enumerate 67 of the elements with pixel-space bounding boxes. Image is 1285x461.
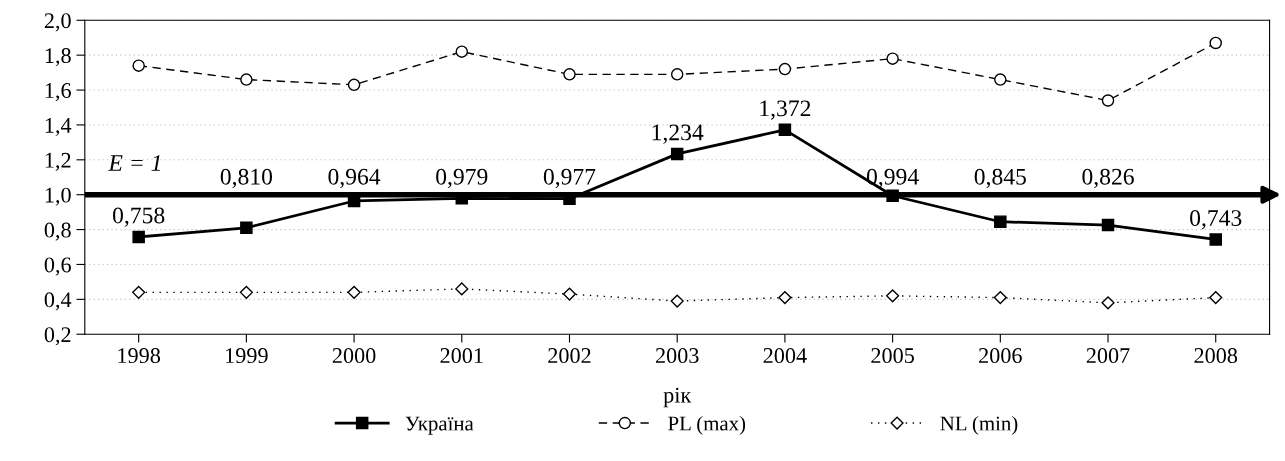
y-tick-label: 2,0 bbox=[44, 13, 71, 32]
data-label: 0,758 bbox=[113, 207, 165, 227]
x-tick-label: 2007 bbox=[1086, 348, 1130, 364]
data-label: 0,826 bbox=[1082, 168, 1134, 189]
data-label: 0,743 bbox=[1190, 210, 1242, 230]
point bbox=[1209, 233, 1222, 246]
data-label: 0,964 bbox=[328, 168, 381, 189]
point bbox=[240, 221, 253, 235]
legend-label: NL (min) bbox=[940, 415, 1018, 435]
point bbox=[347, 78, 361, 92]
point bbox=[670, 68, 684, 81]
point bbox=[347, 285, 361, 299]
y-tick-label: 0,4 bbox=[44, 292, 72, 311]
point bbox=[132, 59, 145, 72]
data-label: 0,994 bbox=[866, 168, 919, 189]
point bbox=[994, 215, 1007, 228]
point bbox=[239, 285, 253, 299]
point bbox=[886, 289, 900, 303]
y-tick-label: 1,8 bbox=[45, 48, 71, 67]
data-label: 0,845 bbox=[974, 168, 1026, 189]
x-tick-label: 1998 bbox=[118, 348, 161, 364]
legend-label: Україна bbox=[405, 416, 474, 435]
legend-label: PL (max) bbox=[668, 415, 746, 435]
x-tick-label: 2000 bbox=[332, 348, 376, 364]
data-label: 0,979 bbox=[436, 168, 488, 189]
ref-line-label: E = 1 bbox=[108, 155, 160, 171]
point bbox=[455, 282, 469, 296]
point bbox=[132, 230, 145, 244]
y-tick-label: 1,6 bbox=[45, 83, 71, 102]
point bbox=[563, 68, 576, 81]
point bbox=[670, 147, 684, 161]
y-tick-label: 0,8 bbox=[44, 222, 71, 241]
point bbox=[1101, 296, 1115, 310]
point bbox=[1209, 36, 1222, 50]
point bbox=[778, 123, 792, 137]
point bbox=[670, 294, 684, 308]
x-axis-title: рік bbox=[663, 387, 692, 408]
point bbox=[240, 73, 253, 86]
y-tick-label: 1,4 bbox=[45, 117, 72, 137]
point bbox=[1101, 94, 1115, 107]
data-label: 0,810 bbox=[220, 168, 273, 189]
point bbox=[455, 45, 469, 58]
data-label: 0,977 bbox=[543, 168, 596, 189]
point bbox=[132, 285, 146, 299]
x-tick-label: 2003 bbox=[655, 348, 699, 364]
point bbox=[994, 73, 1007, 86]
point bbox=[886, 189, 899, 202]
x-tick-label: 2005 bbox=[871, 348, 914, 364]
point bbox=[993, 291, 1007, 305]
point bbox=[778, 291, 792, 305]
point bbox=[1209, 291, 1223, 305]
x-tick-label: 2002 bbox=[548, 348, 591, 364]
point bbox=[886, 52, 899, 65]
y-tick-label: 1,2 bbox=[45, 152, 71, 171]
x-tick-label: 2008 bbox=[1194, 348, 1238, 364]
y-tick-label: 0,6 bbox=[44, 257, 71, 276]
point bbox=[1101, 218, 1115, 232]
point bbox=[562, 287, 577, 301]
x-tick-label: 1999 bbox=[226, 348, 268, 364]
data-label: 1,234 bbox=[652, 124, 704, 144]
point bbox=[778, 62, 792, 76]
data-label: 1,372 bbox=[760, 100, 811, 120]
y-tick-label: 0,2 bbox=[44, 327, 71, 346]
x-tick-label: 2004 bbox=[763, 348, 807, 364]
x-tick-label: 2001 bbox=[440, 348, 483, 364]
y-tick-label: 1,0 bbox=[45, 187, 71, 206]
x-tick-label: 2006 bbox=[979, 348, 1022, 364]
